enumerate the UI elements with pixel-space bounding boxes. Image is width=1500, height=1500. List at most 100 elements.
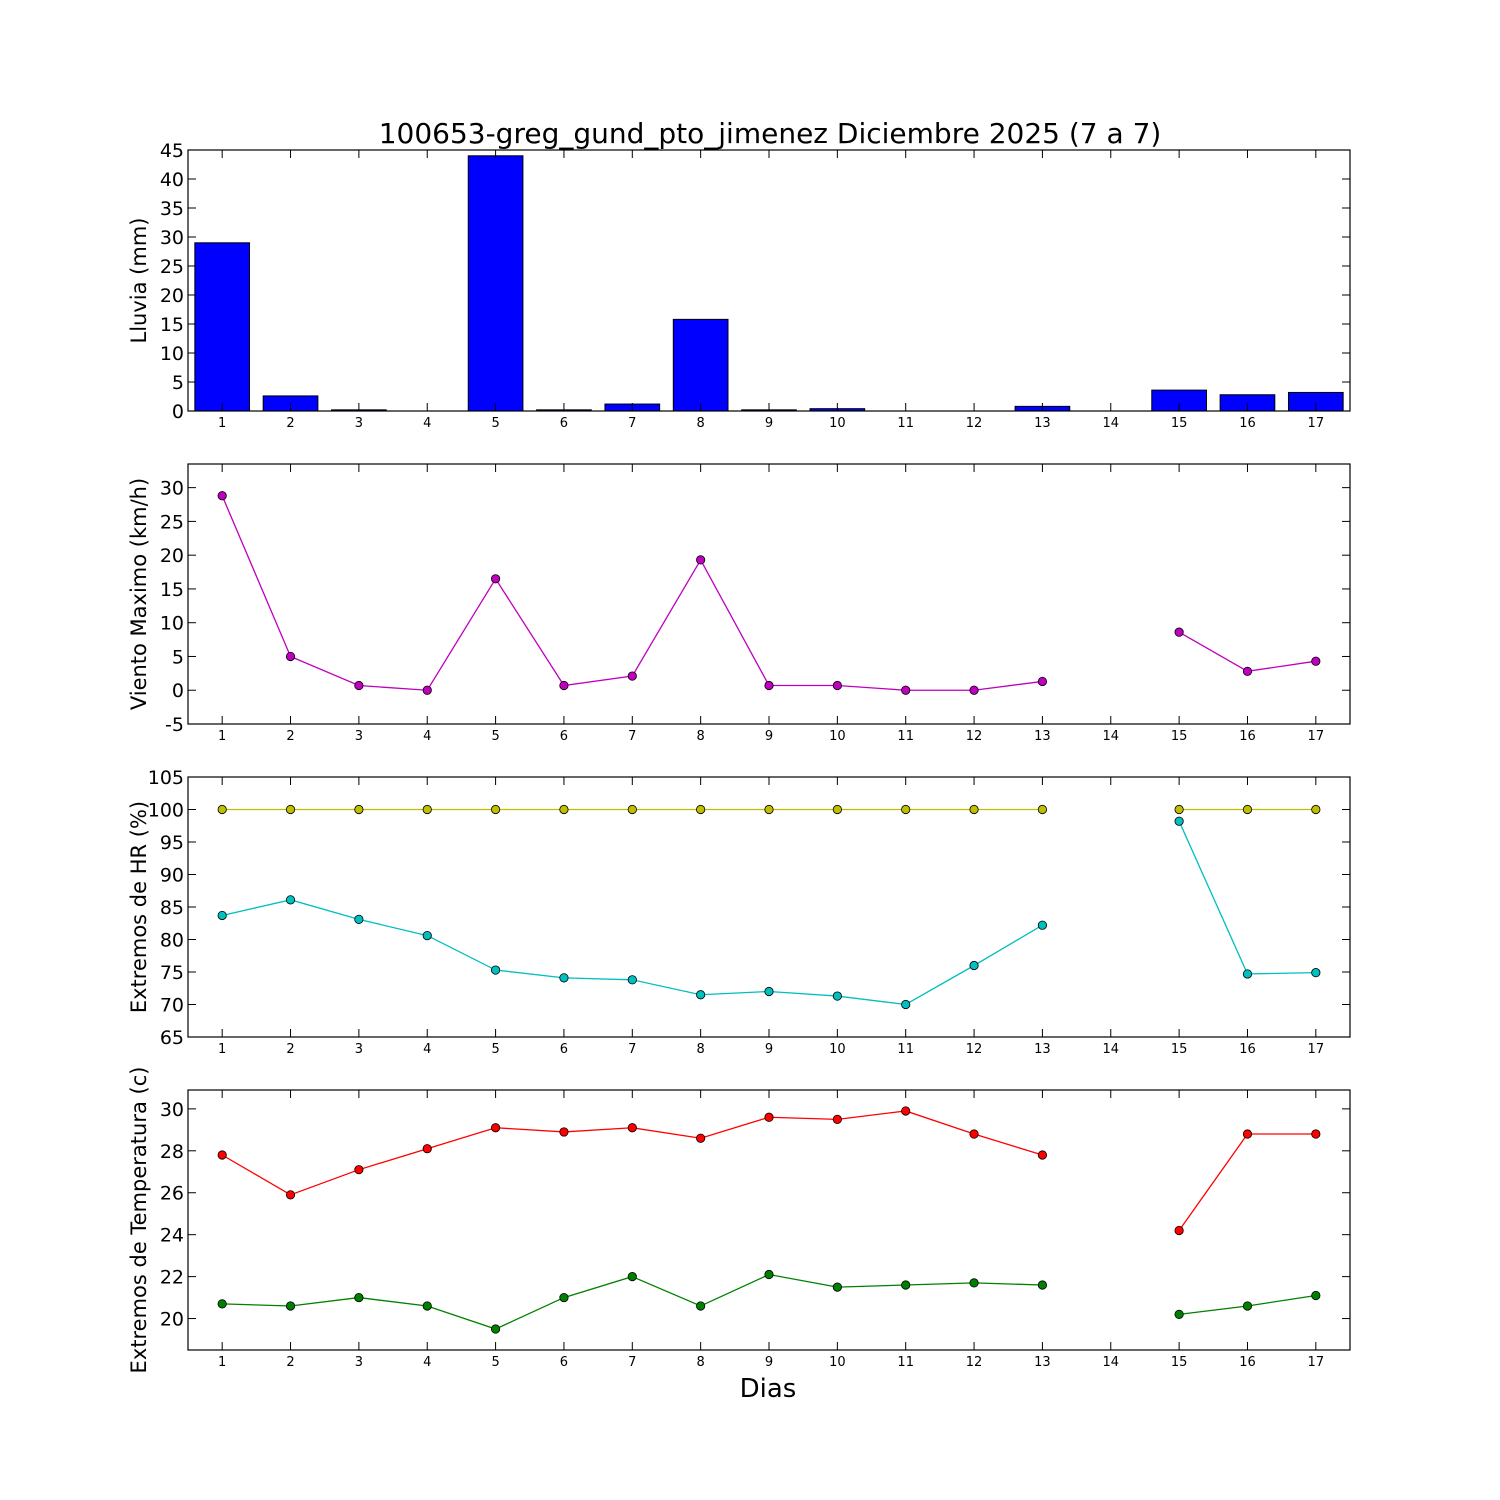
x-tick-label: 15: [1171, 416, 1188, 431]
x-tick-label: 13: [1034, 1355, 1051, 1370]
x-tick-label: 17: [1308, 1042, 1325, 1057]
series-2-point-day-4: [422, 930, 432, 941]
y-tick-label: 22: [160, 1267, 184, 1289]
series-2-point-day-1: [217, 910, 227, 921]
x-tick-label: 1: [218, 416, 226, 431]
y-tick-label: 100: [148, 800, 184, 822]
x-tick-label: 3: [355, 729, 363, 744]
series-2-point-day-10: [832, 1282, 842, 1292]
series-2-point-day-6: [559, 973, 569, 983]
x-tick-label: 8: [697, 1042, 705, 1057]
series-1-point-day-6: [559, 804, 569, 815]
x-tick-label: 3: [355, 416, 363, 431]
x-tick-label: 6: [560, 729, 568, 744]
y-tick-label: 15: [160, 579, 184, 601]
y-tick-label: 105: [148, 767, 184, 789]
series-1-point-day-7: [627, 804, 637, 815]
x-tick-label: 17: [1308, 729, 1325, 744]
x-tick-label: 12: [966, 729, 983, 744]
y-tick-label: 70: [160, 995, 184, 1017]
series-2-line-segment-1: [222, 899, 1043, 1006]
x-tick-label: 1: [218, 729, 226, 744]
series-1-point-day-3: [354, 680, 364, 691]
y-tick-label: 40: [160, 169, 184, 191]
x-tick-label: 8: [697, 1355, 705, 1370]
x-tick-label: 7: [628, 729, 636, 744]
series-1-line-segment-2: [1178, 1133, 1316, 1231]
series-2-point-day-9: [764, 1269, 774, 1280]
series-1-point-day-17: [1311, 804, 1321, 815]
bar-day-1: [194, 242, 251, 412]
y-tick-label: 80: [160, 930, 184, 952]
series-2-point-day-15: [1174, 816, 1184, 826]
x-tick-label: 15: [1171, 729, 1188, 744]
series-2-point-day-16: [1242, 1301, 1253, 1311]
series-1-point-day-6: [559, 680, 569, 691]
series-1-point-day-11: [901, 804, 911, 815]
series-1-line-segment-2: [1178, 631, 1316, 672]
y-tick-label: 26: [160, 1183, 184, 1205]
series-2-point-day-13: [1037, 920, 1048, 930]
x-tick-label: 14: [1102, 729, 1119, 744]
x-tick-label: 9: [765, 729, 773, 744]
x-tick-label: 12: [966, 1042, 983, 1057]
series-1-point-day-10: [832, 804, 842, 815]
series-1-point-day-5: [490, 1123, 501, 1133]
series-1-point-day-10: [832, 1114, 842, 1124]
y-tick-label: 15: [160, 314, 184, 336]
series-2-point-day-3: [354, 914, 364, 924]
series-1-point-day-16: [1242, 804, 1253, 815]
series-2-point-day-2: [285, 1301, 296, 1311]
series-1-point-day-8: [696, 1133, 706, 1143]
x-tick-label: 1: [218, 1355, 226, 1370]
x-tick-label: 7: [628, 416, 636, 431]
series-1-point-day-13: [1037, 804, 1048, 815]
x-tick-label: 9: [765, 1042, 773, 1057]
y-axis-label: Viento Maximo (km/h): [127, 478, 151, 710]
y-tick-label: 10: [160, 613, 184, 635]
x-tick-label: 14: [1102, 416, 1119, 431]
series-1-point-day-8: [696, 555, 706, 565]
y-tick-label: 24: [160, 1225, 184, 1247]
series-1-point-day-1: [217, 1150, 227, 1160]
series-1-point-day-16: [1242, 1129, 1253, 1139]
series-2-point-day-5: [490, 1324, 501, 1334]
series-1-point-day-15: [1174, 804, 1184, 815]
series-1-point-day-10: [832, 680, 842, 691]
x-tick-label: 11: [897, 416, 914, 431]
y-tick-label: 20: [160, 545, 184, 567]
series-1-point-day-16: [1242, 666, 1253, 676]
series-2-point-day-9: [764, 986, 774, 997]
x-tick-label: 11: [897, 729, 914, 744]
series-1-point-day-15: [1174, 1225, 1184, 1236]
y-tick-label: -5: [165, 714, 184, 736]
y-tick-label: 20: [160, 285, 184, 307]
series-1-point-day-2: [285, 1190, 296, 1200]
x-tick-label: 10: [829, 1042, 846, 1057]
series-2-point-day-1: [217, 1299, 227, 1309]
series-2-point-day-2: [285, 895, 296, 905]
series-1-point-day-4: [422, 804, 432, 815]
series-2-point-day-13: [1037, 1280, 1048, 1290]
x-tick-label: 13: [1034, 416, 1051, 431]
y-tick-label: 20: [160, 1309, 184, 1331]
x-tick-label: 5: [491, 416, 499, 431]
y-axis-label: Lluvia (mm): [127, 218, 151, 344]
x-tick-label: 7: [628, 1042, 636, 1057]
series-2-point-day-8: [696, 1301, 706, 1311]
x-tick-label: 16: [1239, 416, 1256, 431]
series-1-point-day-2: [285, 804, 296, 815]
x-tick-label: 5: [491, 729, 499, 744]
y-axis-label: Extremos de Temperatura (c): [127, 1067, 151, 1374]
x-tick-label: 13: [1034, 1042, 1051, 1057]
y-tick-label: 45: [160, 140, 184, 162]
x-tick-label: 9: [765, 1355, 773, 1370]
series-2-point-day-6: [559, 1292, 569, 1303]
series-1-point-day-6: [559, 1127, 569, 1137]
x-tick-label: 14: [1102, 1042, 1119, 1057]
y-tick-label: 75: [160, 962, 184, 984]
